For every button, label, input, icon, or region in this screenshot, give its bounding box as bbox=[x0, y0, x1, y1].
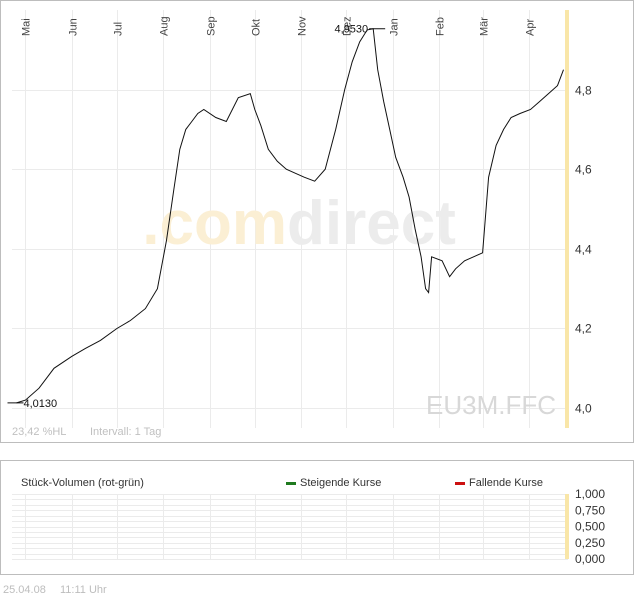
footer-time: 11:11 Uhr bbox=[60, 584, 107, 596]
y-tick-label: 4,2 bbox=[575, 322, 592, 336]
x-tick-label: Dez bbox=[342, 16, 354, 36]
legend-swatch bbox=[455, 482, 465, 485]
legend-label: Fallende Kurse bbox=[469, 477, 543, 489]
volume-y-tick-label: 0,750 bbox=[575, 503, 605, 517]
watermark-brand-right: direct bbox=[287, 189, 456, 258]
legend-label: Steigende Kurse bbox=[300, 477, 381, 489]
annotation-label-max: 4,9530 bbox=[335, 24, 369, 36]
x-tick-label: Nov bbox=[297, 16, 309, 36]
y-tick-label: 4,0 bbox=[575, 402, 592, 416]
price-annotations: 4,0130 4,9530 bbox=[7, 24, 386, 410]
legend-swatch bbox=[286, 482, 296, 485]
x-tick-label: Okt bbox=[251, 19, 263, 36]
volume-y-tick-label: 1,000 bbox=[575, 487, 605, 501]
y-axis-labels: 4,0 4,2 4,4 4,6 4,8 bbox=[575, 84, 592, 416]
price-series-line bbox=[16, 28, 564, 404]
y-tick-label: 4,6 bbox=[575, 163, 592, 177]
x-tick-label: Apr bbox=[525, 19, 537, 36]
volume-y-tick-label: 0,500 bbox=[575, 520, 605, 534]
x-tick-label: Jun bbox=[68, 18, 80, 36]
volume-title: Stück-Volumen (rot-grün) bbox=[21, 477, 144, 489]
x-tick-label: Feb bbox=[435, 17, 447, 36]
today-highlight-bar bbox=[565, 10, 569, 428]
interval-text: Intervall: 1 Tag bbox=[90, 426, 161, 438]
hl-stats-text: 23,42 %HL bbox=[12, 426, 66, 438]
volume-y-axis-labels: 1,000 0,750 0,500 0,250 0,000 bbox=[575, 487, 605, 566]
footer-date: 25.04.08 bbox=[3, 584, 46, 596]
price-grid bbox=[12, 10, 568, 428]
watermark-brand-left: .com bbox=[142, 189, 287, 258]
y-tick-label: 4,8 bbox=[575, 84, 592, 98]
x-tick-label: Jul bbox=[113, 22, 125, 36]
volume-grid bbox=[12, 494, 568, 560]
x-tick-label: Aug bbox=[159, 16, 171, 36]
symbol-watermark: EU3M.FFC bbox=[426, 390, 556, 420]
volume-today-highlight bbox=[565, 494, 569, 559]
y-tick-label: 4,4 bbox=[575, 243, 592, 257]
price-panel-border bbox=[0, 0, 634, 443]
volume-y-tick-label: 0,000 bbox=[575, 552, 605, 566]
volume-y-tick-label: 0,250 bbox=[575, 536, 605, 550]
x-tick-label: Jan bbox=[389, 18, 401, 36]
volume-panel-border bbox=[0, 460, 634, 575]
x-tick-label: Mär bbox=[479, 17, 491, 36]
x-axis-labels: Mai Jun Jul Aug Sep Okt Nov Dez Jan Feb Mär Apr bbox=[21, 16, 537, 36]
volume-legend: Steigende Kurse Fallende Kurse bbox=[286, 477, 543, 489]
x-tick-label: Mai bbox=[21, 18, 33, 36]
annotation-label-min: 4,0130 bbox=[23, 398, 57, 410]
x-tick-label: Sep bbox=[206, 16, 218, 36]
